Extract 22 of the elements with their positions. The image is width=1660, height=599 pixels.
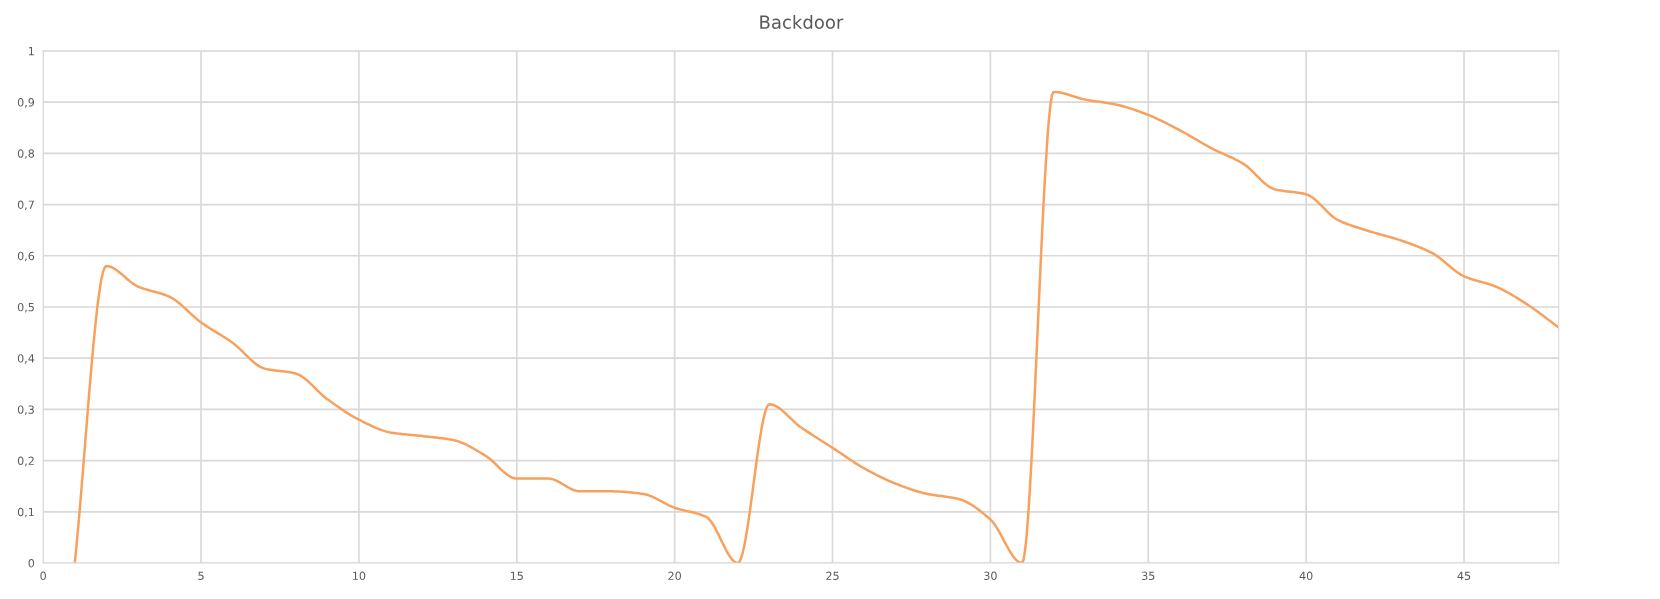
y-tick-label: 0,7 bbox=[17, 200, 34, 211]
y-tick-label: 0,1 bbox=[17, 507, 34, 518]
y-tick-label: 0,4 bbox=[17, 354, 35, 364]
x-tick-label: 10 bbox=[353, 571, 366, 580]
x-tick-label: 15 bbox=[510, 571, 523, 580]
x-tick-label: 25 bbox=[826, 571, 839, 580]
y-tick-label: 1 bbox=[28, 47, 34, 56]
chart-title: Backdoor bbox=[760, 14, 844, 29]
y-tick-label: 0,8 bbox=[17, 149, 35, 159]
x-tick-label: 30 bbox=[984, 571, 997, 580]
y-tick-label: 0,5 bbox=[17, 302, 34, 313]
y-tick-label: 0 bbox=[28, 559, 35, 568]
x-tick-label: 45 bbox=[1457, 571, 1471, 580]
y-tick-label: 0,6 bbox=[17, 251, 35, 262]
y-tick-label: 0,9 bbox=[17, 98, 35, 108]
y-tick-label: 0,2 bbox=[17, 456, 34, 467]
x-tick-label: 20 bbox=[668, 571, 681, 580]
x-tick-label: 5 bbox=[198, 571, 204, 580]
y-tick-label: 0,3 bbox=[17, 405, 34, 415]
x-tick-label: 40 bbox=[1299, 571, 1313, 580]
x-tick-label: 0 bbox=[40, 571, 46, 580]
x-tick-label: 35 bbox=[1142, 571, 1155, 580]
